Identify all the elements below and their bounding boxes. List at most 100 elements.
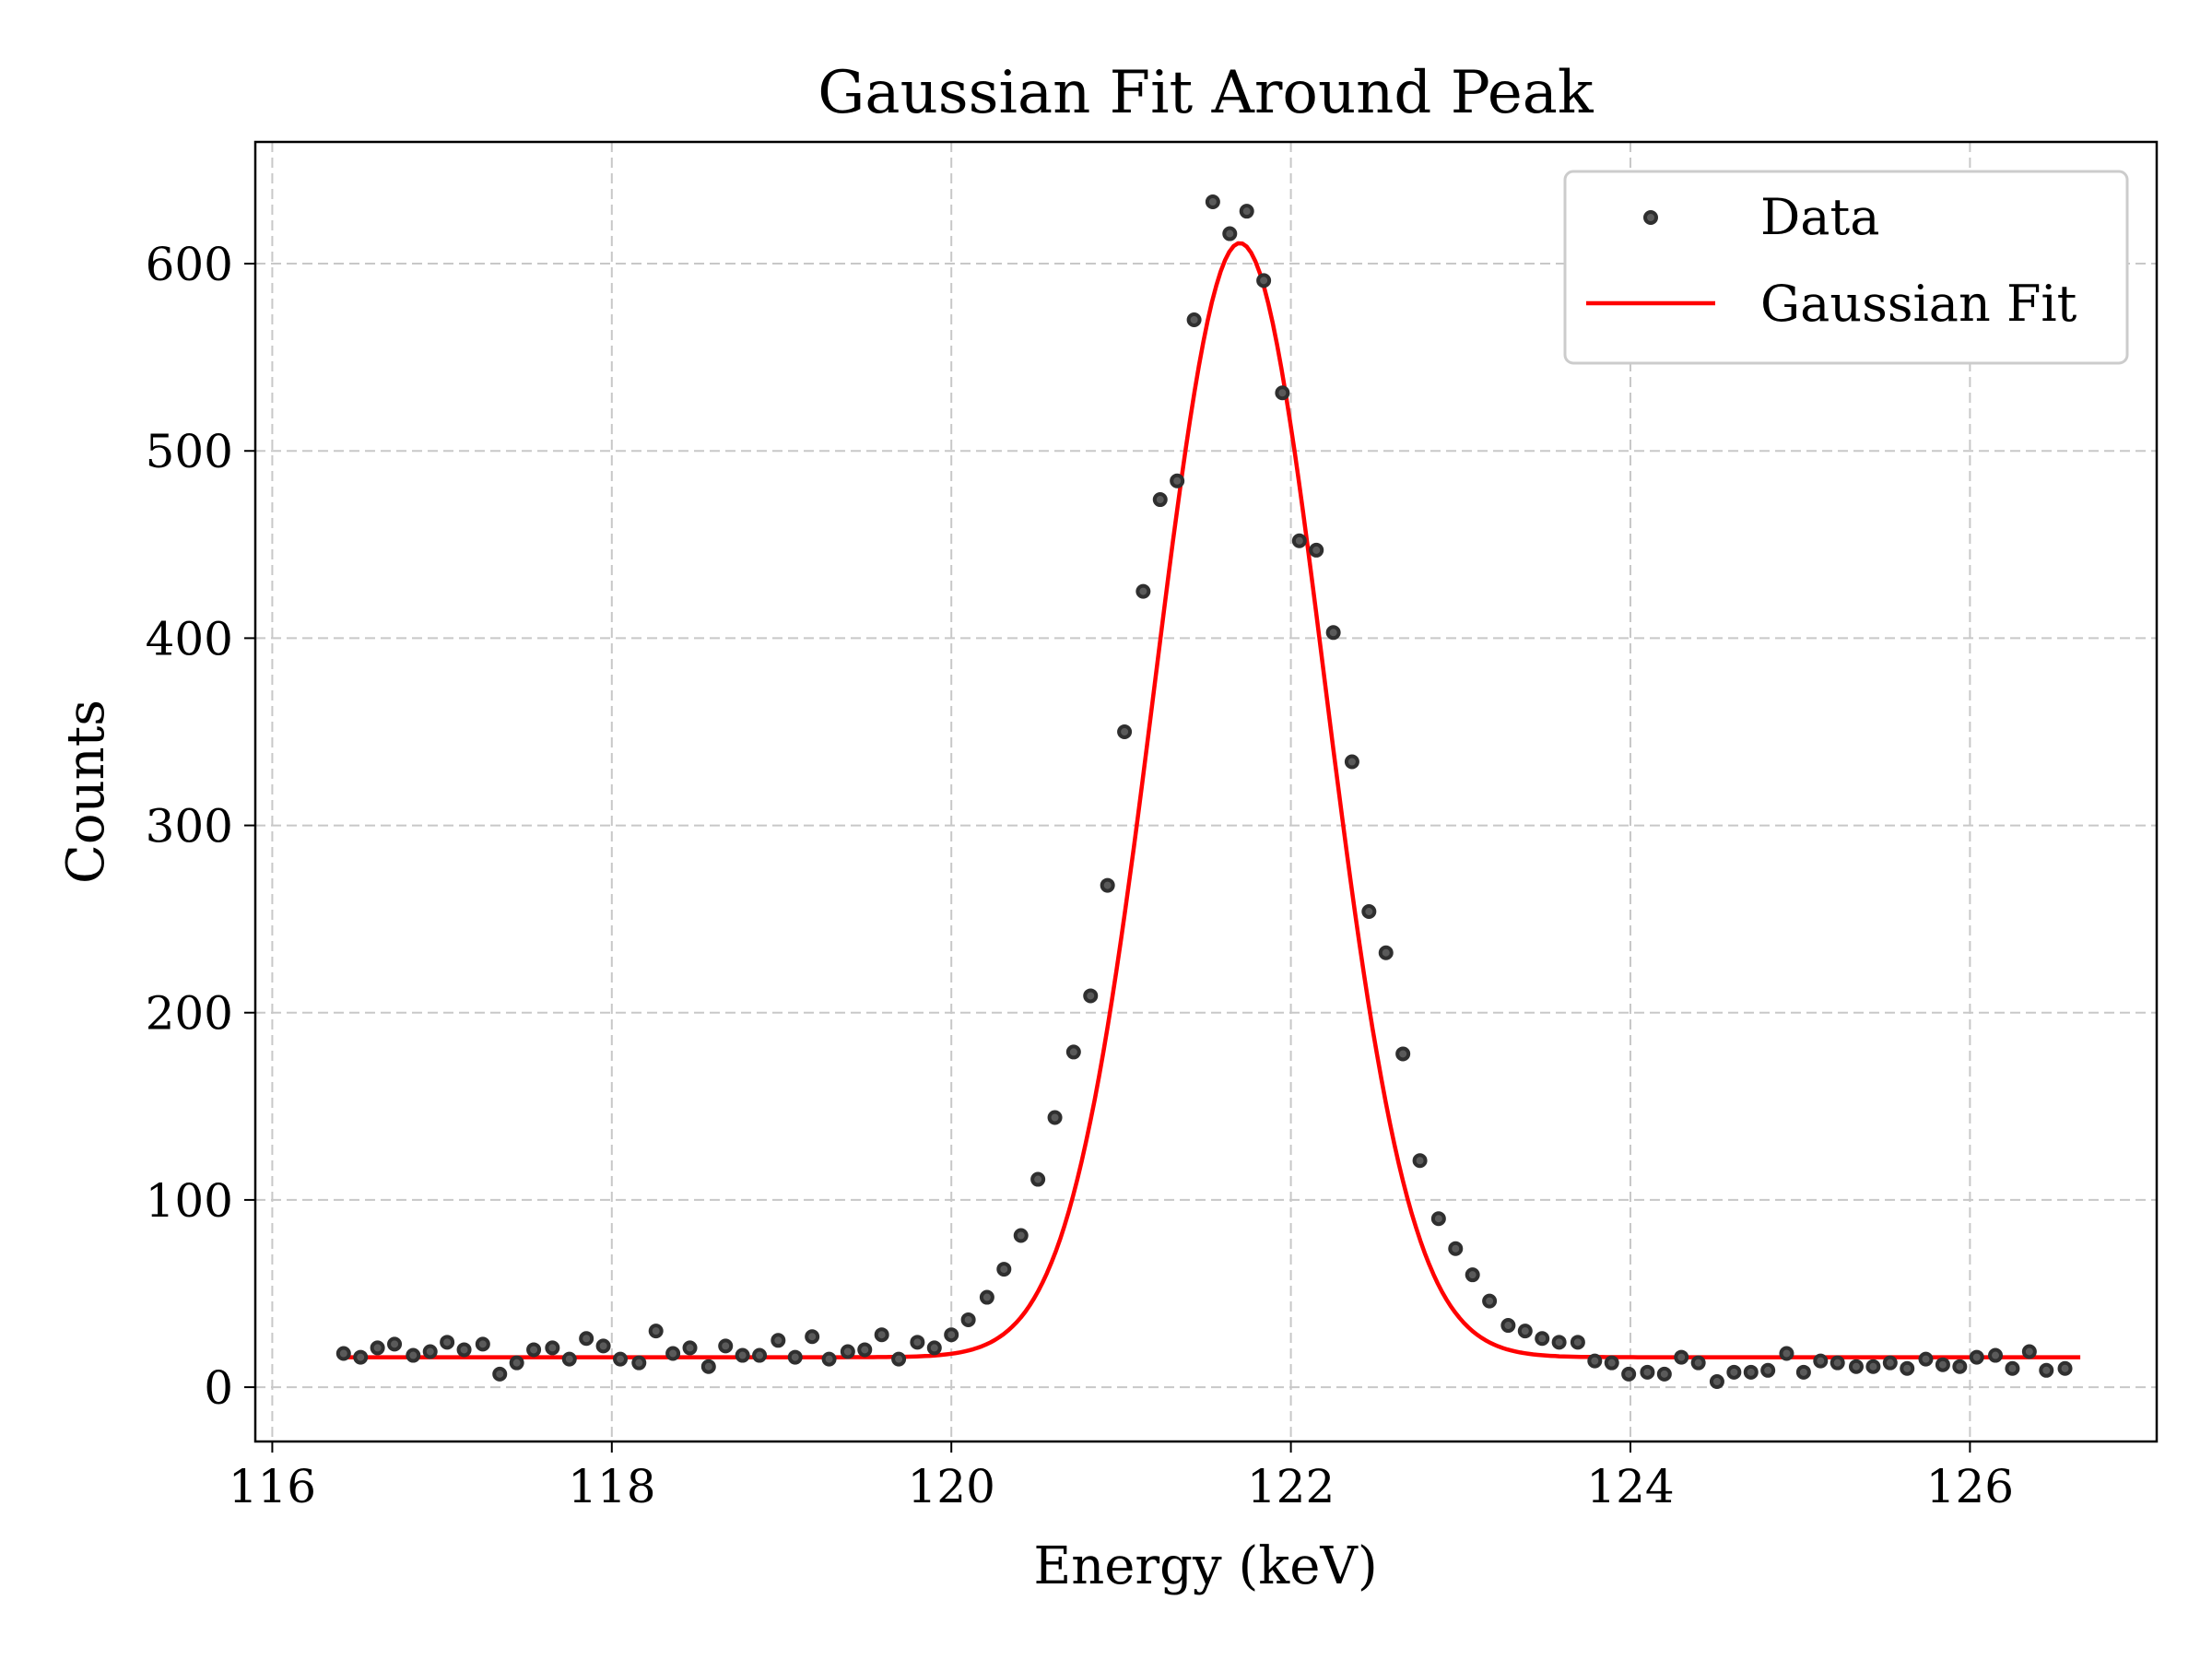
data-point [2039, 1362, 2054, 1378]
data-point [1900, 1360, 1915, 1376]
y-tick-label: 200 [146, 987, 233, 1041]
data-point [1551, 1335, 1567, 1350]
data-point [579, 1331, 594, 1347]
data-point [1065, 1044, 1081, 1060]
data-point [1186, 312, 1202, 328]
data-point [1517, 1324, 1533, 1339]
data-point [1135, 583, 1151, 599]
data-point [718, 1338, 734, 1354]
data-point [2021, 1344, 2037, 1359]
data-point [456, 1342, 472, 1358]
data-point [1309, 542, 1324, 558]
x-tick-label: 116 [229, 1460, 316, 1513]
data-points [335, 194, 2073, 1389]
data-point [1239, 204, 1254, 219]
data-point [752, 1347, 768, 1363]
data-point [1030, 1171, 1046, 1187]
legend-data-marker [1643, 210, 1658, 225]
y-tick-label: 400 [146, 612, 233, 665]
y-axis-label: Counts [56, 700, 116, 884]
data-point [422, 1344, 438, 1359]
x-tick-label: 118 [568, 1460, 655, 1513]
data-point [1222, 226, 1238, 241]
data-point [1205, 194, 1220, 210]
data-point [700, 1359, 716, 1374]
data-point [1640, 1364, 1655, 1380]
legend-box [1563, 170, 2129, 365]
data-point [561, 1351, 577, 1367]
data-point [682, 1340, 698, 1356]
y-tick-label: 0 [204, 1361, 233, 1415]
data-point [996, 1262, 1012, 1277]
data-point [1100, 877, 1115, 893]
data-point [857, 1342, 873, 1358]
data-point [1344, 754, 1359, 770]
data-point [492, 1366, 508, 1382]
data-point [1482, 1293, 1498, 1309]
legend-data-label: Data [1760, 188, 1879, 246]
data-point [1013, 1228, 1029, 1243]
data-point [1848, 1359, 1864, 1374]
data-point [1621, 1366, 1637, 1382]
data-point [1117, 724, 1133, 739]
data-point [1500, 1318, 1516, 1334]
data-point [1535, 1331, 1550, 1347]
data-point [1779, 1346, 1794, 1361]
data-point [1256, 273, 1272, 288]
data-point [2057, 1360, 2073, 1376]
data-point [1656, 1366, 1672, 1382]
data-point [1726, 1364, 1742, 1380]
data-point [840, 1344, 855, 1359]
data-point [805, 1329, 820, 1345]
data-point [1865, 1359, 1881, 1374]
data-point [545, 1340, 560, 1356]
data-point [1882, 1355, 1898, 1371]
data-point [944, 1327, 959, 1343]
data-point [926, 1340, 942, 1356]
data-point [509, 1355, 524, 1371]
x-axis-label: Energy (keV) [1033, 1536, 1377, 1596]
y-tick-label: 100 [146, 1174, 233, 1228]
chart-title: Gaussian Fit Around Peak [818, 59, 1594, 127]
x-tick-label: 122 [1247, 1460, 1335, 1513]
y-tick-label: 600 [146, 238, 233, 291]
data-point [440, 1335, 455, 1350]
axis-ticks: 116 118 120 122 124 126 0 100 200 300 400 500 600 [146, 238, 2015, 1513]
data-point [979, 1289, 994, 1305]
data-point [2005, 1360, 2020, 1376]
x-tick-label: 120 [907, 1460, 994, 1513]
data-point [1813, 1353, 1829, 1369]
data-point [1378, 945, 1394, 960]
data-point [821, 1351, 837, 1367]
data-point [1690, 1355, 1706, 1371]
data-point [1709, 1373, 1724, 1389]
data-point [1430, 1211, 1446, 1227]
data-point [631, 1355, 647, 1371]
data-point [1969, 1349, 1984, 1365]
data-point [1361, 904, 1377, 920]
data-point [735, 1347, 750, 1363]
data-point [1604, 1355, 1619, 1371]
data-point [1918, 1351, 1934, 1367]
data-point [387, 1336, 403, 1352]
y-tick-label: 500 [146, 425, 233, 478]
data-point [1275, 385, 1290, 401]
data-point [771, 1333, 786, 1348]
data-point [1465, 1267, 1480, 1283]
plot-frame [253, 140, 2159, 1443]
data-point [1795, 1364, 1811, 1380]
data-point [1988, 1347, 2004, 1363]
data-point [370, 1340, 385, 1356]
data-point [1448, 1241, 1464, 1256]
legend: Data Gaussian Fit [1563, 170, 2129, 365]
data-point [910, 1335, 925, 1350]
data-point [787, 1349, 803, 1365]
y-tick-label: 300 [146, 800, 233, 853]
data-point [475, 1336, 490, 1352]
x-tick-label: 124 [1586, 1460, 1674, 1513]
data-point [1570, 1335, 1585, 1350]
data-point [353, 1349, 369, 1365]
data-point [1830, 1355, 1845, 1371]
data-point [526, 1342, 542, 1358]
